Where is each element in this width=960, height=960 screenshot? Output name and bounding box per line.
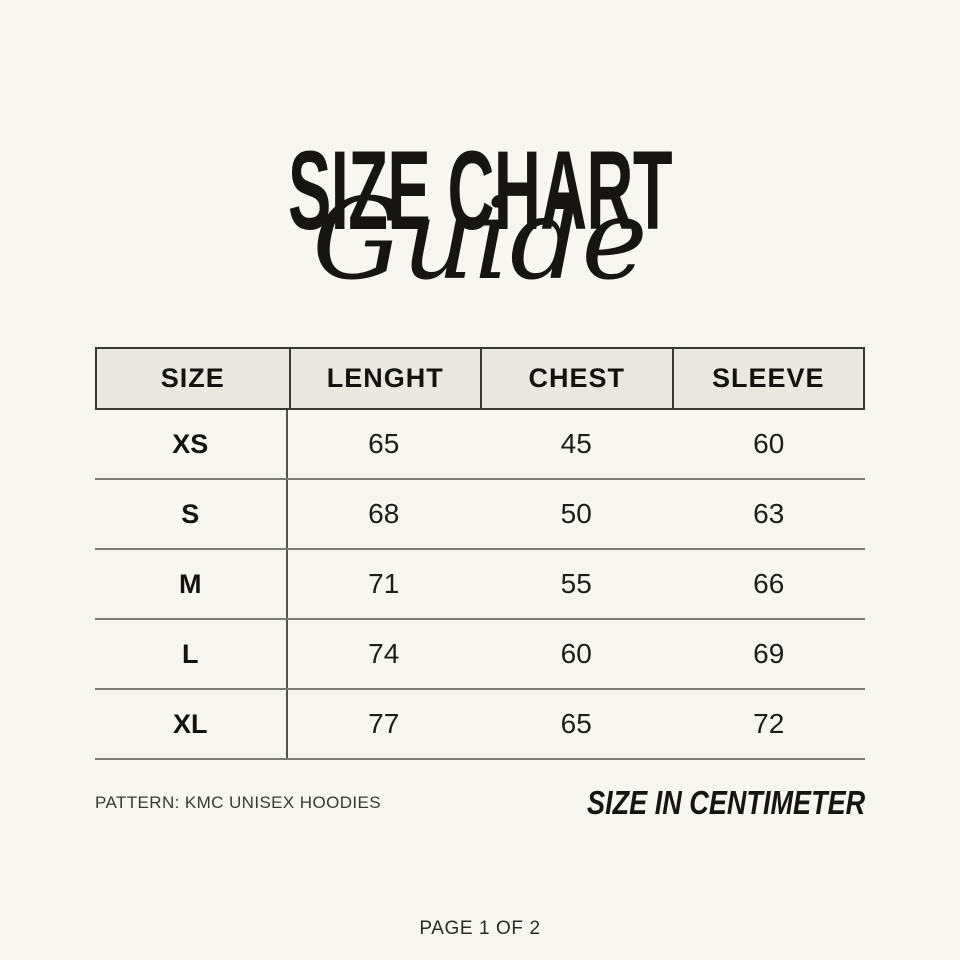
length-value: 65 [368, 428, 400, 459]
sleeve-value: 66 [753, 568, 785, 599]
length-value: 74 [368, 638, 400, 669]
chest-value: 65 [560, 708, 592, 739]
table-row-s: S 68 50 63 [95, 480, 865, 550]
header-cell-sleeve: SLEEVE [671, 349, 864, 408]
length-value: 77 [368, 708, 400, 739]
table-row-xs: XS 65 45 60 [95, 410, 865, 480]
table-body: XS 65 45 60 S 68 50 63 M 71 55 66 L 74 6… [95, 410, 865, 760]
chest-value: 60 [560, 638, 592, 669]
header-cell-length: LENGHT [288, 349, 481, 408]
sleeve-value: 69 [753, 638, 785, 669]
pattern-note: PATTERN: KMC UNISEX HOODIES [95, 793, 381, 812]
chest-value: 50 [560, 498, 592, 529]
table-row-l: L 74 60 69 [95, 620, 865, 690]
footer-notes: PATTERN: KMC UNISEX HOODIES SIZE IN CENT… [95, 778, 865, 828]
table-row-xl: XL 77 65 72 [95, 690, 865, 760]
table-header-row: SIZE LENGHT CHEST SLEEVE [95, 347, 865, 410]
unit-note: SIZE IN CENTIMETER [586, 784, 865, 821]
page-indicator: PAGE 1 OF 2 [419, 918, 541, 939]
sleeve-value: 72 [753, 708, 785, 739]
sleeve-value: 60 [753, 428, 785, 459]
title-block: SIZE CHART [0, 135, 960, 247]
header-cell-chest: CHEST [480, 349, 672, 408]
sleeve-value: 63 [753, 498, 785, 529]
chest-value: 45 [560, 428, 592, 459]
length-value: 71 [368, 568, 400, 599]
size-label: XL [95, 690, 288, 758]
page-title: SIZE CHART [288, 128, 673, 253]
size-label: S [95, 480, 288, 548]
table-row-m: M 71 55 66 [95, 550, 865, 620]
size-label: L [95, 620, 288, 688]
size-label: XS [95, 410, 288, 478]
header-cell-size: SIZE [160, 363, 225, 393]
size-label: M [95, 550, 288, 618]
size-table: SIZE LENGHT CHEST SLEEVE XS 65 45 60 S 6… [95, 347, 865, 760]
length-value: 68 [368, 498, 400, 529]
chest-value: 55 [560, 568, 592, 599]
